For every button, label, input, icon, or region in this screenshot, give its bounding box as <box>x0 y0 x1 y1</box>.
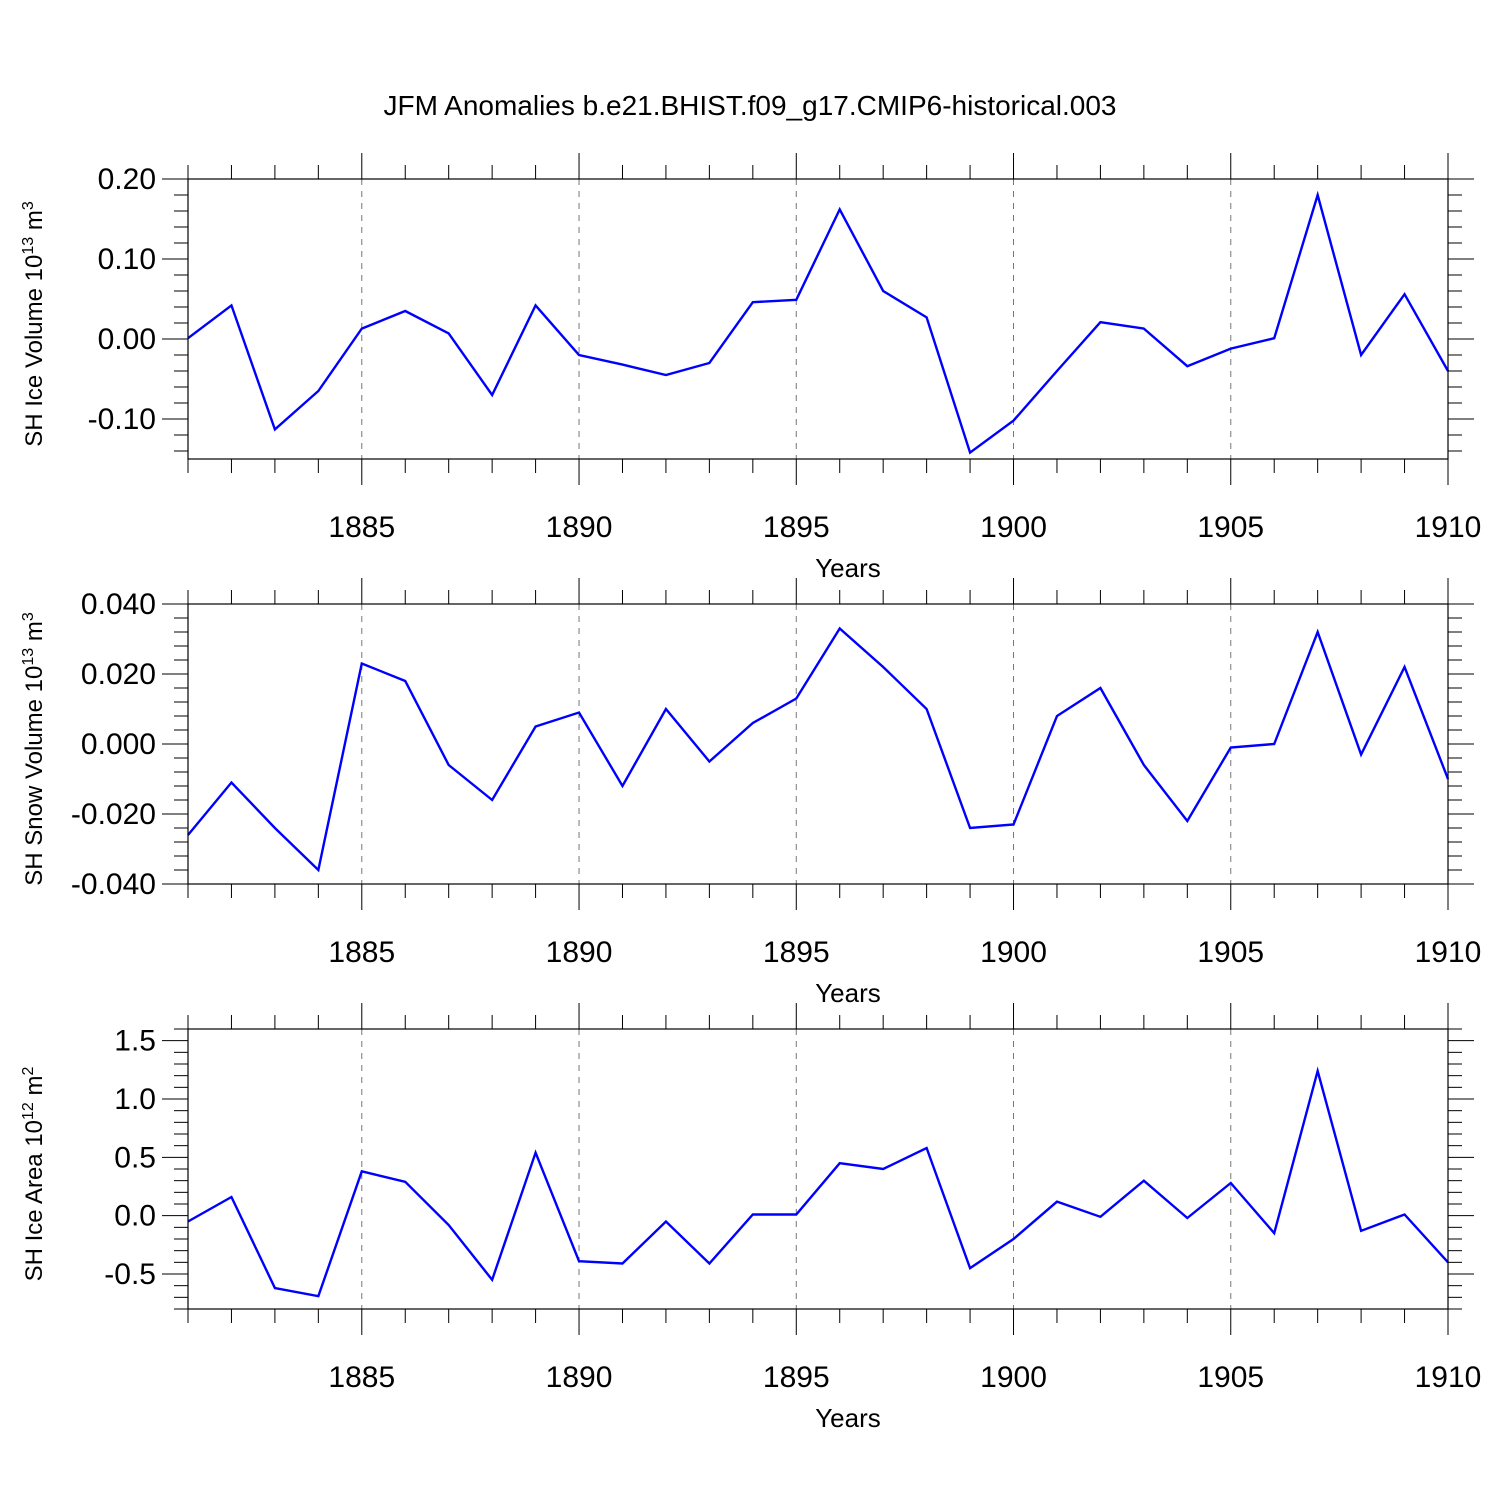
figure-title: JFM Anomalies b.e21.BHIST.f09_g17.CMIP6-… <box>383 90 1116 121</box>
x-tick-label: 1890 <box>546 936 613 969</box>
y-axis-label-text: SH Ice Volume <box>21 281 48 446</box>
x-tick-label: 1895 <box>763 511 830 544</box>
x-tick-label: 1900 <box>980 1361 1047 1394</box>
y-tick-label: 0.00 <box>98 323 156 356</box>
y-unit-tail-exponent: 3 <box>20 612 37 621</box>
x-tick-label: 1895 <box>763 936 830 969</box>
plot-frame <box>187 178 1449 460</box>
y-unit-exponent: 12 <box>20 1102 37 1120</box>
series-line-1 <box>187 190 1450 455</box>
panel-3: 1.5 1.0 0.5 0.0 -0.5 1885 1890 1895 1900 1905 1910… <box>20 1003 1481 1433</box>
y-unit-base: 10 <box>21 666 48 693</box>
y-unit-tail: m <box>21 210 48 230</box>
x-tick-label: 1905 <box>1197 1361 1264 1394</box>
y-unit-tail-exponent: 2 <box>20 1067 37 1076</box>
y-unit-base: 10 <box>21 255 48 282</box>
y-tick-label: 0.20 <box>98 163 156 196</box>
x-tick-label: 1900 <box>980 936 1047 969</box>
y-tick-label: 0.10 <box>98 243 156 276</box>
y-tick-label: -0.5 <box>104 1258 156 1291</box>
y-unit-space <box>21 230 48 237</box>
x-tick-label: 1910 <box>1415 511 1482 544</box>
y-axis-label-text: SH Snow Volume <box>21 692 48 885</box>
y-tick-label: 0.020 <box>81 658 156 691</box>
x-axis-label: Years <box>815 553 881 583</box>
y-unit-exponent: 13 <box>20 648 37 666</box>
y-axis-label: SH Ice Area 1012 m2 <box>20 1067 48 1282</box>
x-tick-label: 1885 <box>328 1361 395 1394</box>
plot-frame <box>187 603 1449 885</box>
y-tick-label: -0.020 <box>71 798 156 831</box>
y-unit-tail: m <box>21 621 48 641</box>
x-tick-label: 1885 <box>328 936 395 969</box>
y-axis-label: SH Ice Volume 1013 m3 <box>20 201 48 447</box>
y-tick-label: 1.0 <box>114 1083 156 1116</box>
panel-1: 0.20 0.10 0.00 -0.10 1885 1890 1895 1900 1905 191… <box>20 153 1481 583</box>
plot-frame <box>187 1028 1449 1310</box>
x-tick-label: 1890 <box>546 1361 613 1394</box>
y-tick-label: -0.040 <box>71 868 156 901</box>
x-tick-label: 1885 <box>328 511 395 544</box>
x-tick-label: 1890 <box>546 511 613 544</box>
x-tick-label: 1905 <box>1197 936 1264 969</box>
x-axis-label: Years <box>815 978 881 1008</box>
y-unit-base: 10 <box>21 1120 48 1147</box>
y-axis-label-text: SH Ice Area <box>21 1147 48 1282</box>
y-tick-label: 1.5 <box>114 1025 156 1058</box>
x-axis-label: Years <box>815 1403 881 1433</box>
y-unit-exponent: 13 <box>20 237 37 255</box>
y-tick-label: 0.040 <box>81 588 156 621</box>
y-tick-label: 0.0 <box>114 1200 156 1233</box>
panel-2: 0.040 0.020 0.000 -0.020 -0.040 1885 1890 1895 1… <box>20 578 1481 1008</box>
y-tick-label: 0.000 <box>81 728 156 761</box>
y-unit-space <box>21 641 48 648</box>
y-axis-label: SH Snow Volume 1013 m3 <box>20 612 48 886</box>
x-tick-label: 1900 <box>980 511 1047 544</box>
y-tick-label: -0.10 <box>88 403 156 436</box>
x-tick-label: 1895 <box>763 1361 830 1394</box>
series-line-2 <box>187 626 1450 873</box>
y-unit-space <box>21 1096 48 1103</box>
x-tick-label: 1910 <box>1415 936 1482 969</box>
x-tick-label: 1905 <box>1197 511 1264 544</box>
series-line-3 <box>187 1066 1449 1298</box>
y-unit-tail-exponent: 3 <box>20 201 37 210</box>
y-unit-tail: m <box>21 1076 48 1096</box>
y-tick-label: 0.5 <box>114 1141 156 1174</box>
x-tick-label: 1910 <box>1415 1361 1482 1394</box>
